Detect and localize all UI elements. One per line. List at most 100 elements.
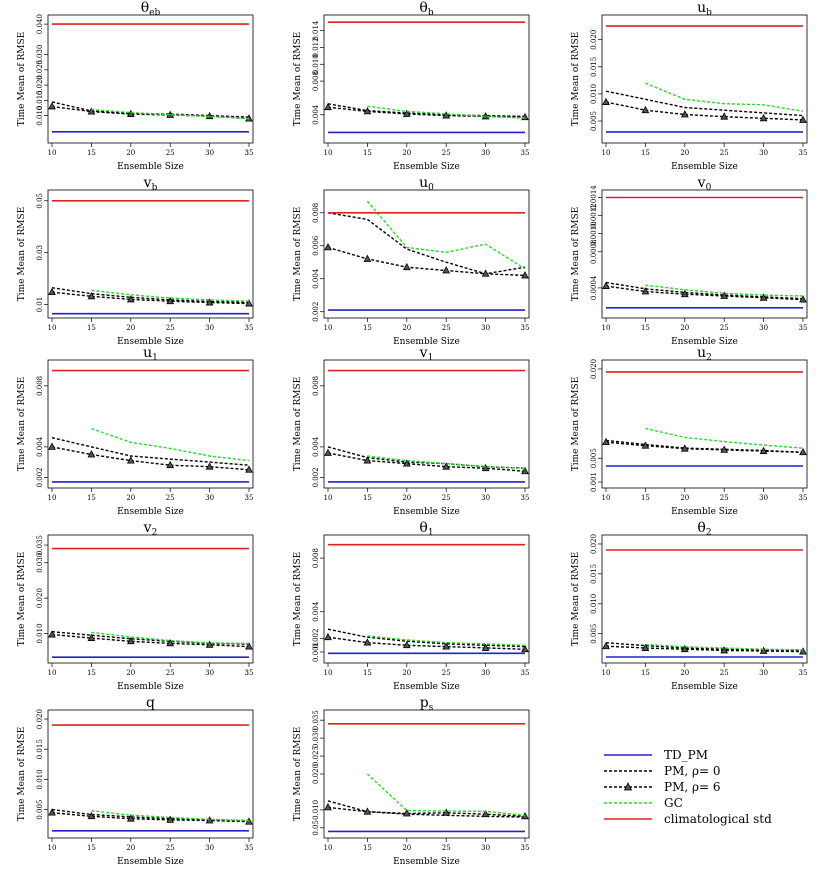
panel: vb 10 15 20 25 30 35 Ensemble Size 0.01 0.03 0.05 T…	[17, 175, 253, 347]
x-tick-label: 30	[205, 669, 214, 677]
x-tick-label: 25	[166, 844, 175, 852]
x-tick-label: 20	[402, 494, 411, 502]
x-tick-label: 15	[641, 669, 650, 677]
y-tick-label: 0.010	[36, 106, 44, 126]
x-tick-label: 15	[641, 149, 650, 157]
data-point-marker	[481, 809, 490, 818]
series-line-pm6	[51, 633, 250, 648]
panel-title: u0	[419, 175, 434, 193]
legend-marker	[623, 782, 633, 791]
x-tick-label: 10	[324, 669, 333, 677]
x-tick-label: 15	[363, 844, 372, 852]
y-tick-label: 0.001	[590, 472, 598, 492]
x-tick-label: 35	[245, 149, 254, 157]
y-tick-label: 0.030	[36, 45, 44, 65]
data-point-marker	[402, 109, 411, 117]
data-point-marker	[324, 803, 332, 811]
data-point-marker	[442, 462, 451, 470]
y-tick-label: 0.004	[312, 601, 320, 622]
series-line-gc	[91, 631, 250, 645]
series-line-pm6	[327, 636, 526, 650]
series-line-gc	[645, 82, 804, 112]
data-point-marker	[481, 643, 490, 651]
x-tick-label: 35	[245, 669, 254, 677]
data-point-marker	[759, 646, 768, 654]
data-point-marker	[641, 441, 650, 449]
x-tick-label: 35	[245, 844, 254, 852]
series-line-pm0	[327, 800, 526, 818]
series-line-pm0	[51, 101, 250, 118]
y-tick-label: 0.01	[36, 297, 44, 313]
y-axis-label: Time Mean of RMSE	[17, 377, 27, 472]
data-point-marker	[166, 639, 175, 647]
y-tick-label: 0.008	[312, 203, 320, 223]
legend-item-pm6: PM, ρ= 6	[604, 780, 721, 794]
x-tick-label: 30	[759, 324, 768, 332]
y-tick-label: 0.005	[590, 448, 598, 468]
y-tick-label: 0.002	[312, 302, 320, 322]
x-axis-label: Ensemble Size	[671, 162, 738, 172]
y-tick-label: 0.006	[312, 235, 320, 256]
x-axis-label: Ensemble Size	[671, 682, 738, 692]
y-tick-label: 0.010	[590, 84, 598, 104]
data-point-marker	[521, 466, 529, 475]
y-tick-label: 0.010	[590, 594, 598, 614]
x-tick-label: 25	[442, 844, 451, 852]
panel-title: v0	[697, 175, 712, 193]
data-point-marker	[602, 437, 610, 446]
y-tick-label: 0.0012	[590, 203, 598, 228]
panel-title-subscript: 1	[152, 353, 158, 363]
data-point-marker	[245, 299, 253, 307]
x-tick-label: 30	[205, 844, 214, 852]
y-tick-label: 0.004	[36, 436, 44, 457]
data-point-marker	[324, 632, 332, 641]
data-point-marker	[481, 463, 490, 472]
x-tick-label: 20	[402, 844, 411, 852]
data-point-marker	[602, 97, 610, 105]
data-point-marker	[799, 295, 807, 303]
data-point-marker	[126, 636, 135, 645]
y-axis-label: Time Mean of RMSE	[17, 207, 27, 302]
y-tick-label: 0.040	[36, 14, 44, 34]
data-point-marker	[759, 293, 768, 301]
x-tick-label: 20	[680, 149, 689, 157]
plot-frame	[47, 359, 254, 489]
data-point-marker	[166, 296, 175, 305]
x-tick-label: 15	[363, 149, 372, 157]
plot-frame	[601, 359, 808, 489]
x-axis-label: Ensemble Size	[393, 507, 460, 517]
panel-title: q	[146, 695, 155, 711]
data-point-marker	[759, 113, 768, 122]
x-tick-label: 10	[602, 494, 611, 502]
data-point-marker	[521, 644, 529, 653]
data-point-marker	[205, 462, 214, 470]
series-line-pm6	[51, 812, 250, 823]
y-tick-label: 0.020	[590, 30, 598, 50]
series-line-gc	[366, 773, 526, 816]
y-tick-label: 0.020	[312, 764, 320, 784]
data-point-marker	[759, 446, 768, 454]
y-tick-label: 0.008	[312, 548, 320, 568]
data-point-marker	[363, 107, 372, 115]
y-tick-label: 0.005	[36, 800, 44, 820]
data-point-marker	[680, 289, 689, 298]
data-point-marker	[402, 809, 411, 817]
x-tick-label: 15	[87, 324, 96, 332]
series-line-pm0	[327, 628, 526, 648]
x-tick-label: 10	[324, 844, 333, 852]
legend-label: PM, ρ= 0	[664, 764, 721, 778]
data-point-marker	[720, 291, 729, 299]
x-tick-label: 10	[602, 669, 611, 677]
x-tick-label: 20	[402, 324, 411, 332]
x-tick-label: 10	[324, 494, 333, 502]
x-tick-label: 25	[166, 669, 175, 677]
y-tick-label: 0.008	[36, 376, 44, 396]
legend-item-gc: GC	[604, 796, 683, 810]
x-tick-label: 30	[759, 669, 768, 677]
data-point-marker	[521, 811, 529, 820]
data-point-marker	[166, 460, 175, 469]
x-tick-label: 25	[720, 324, 729, 332]
